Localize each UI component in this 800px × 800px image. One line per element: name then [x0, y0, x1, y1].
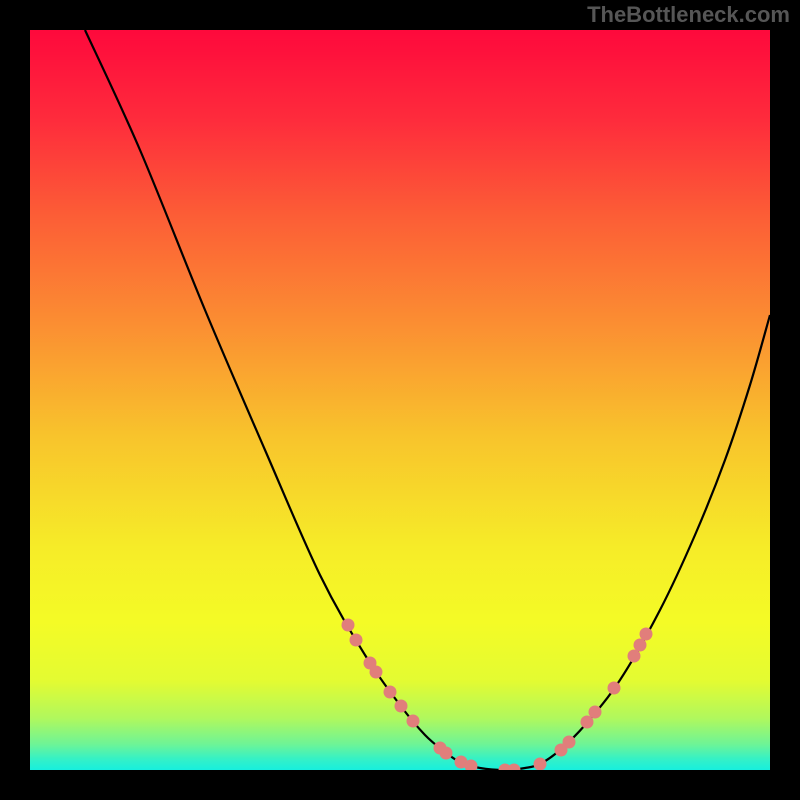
- data-dot: [407, 715, 420, 728]
- data-dot: [563, 736, 576, 749]
- plot-area: [30, 30, 770, 770]
- data-dot: [395, 700, 408, 713]
- data-dot: [640, 628, 653, 641]
- data-dot: [634, 639, 647, 652]
- data-dot: [350, 634, 363, 647]
- data-dot: [370, 666, 383, 679]
- watermark-text: TheBottleneck.com: [587, 2, 790, 28]
- data-dot: [508, 764, 521, 771]
- data-dot: [628, 650, 641, 663]
- data-dot: [534, 758, 547, 771]
- bottleneck-curve: [85, 30, 770, 770]
- data-dot: [384, 686, 397, 699]
- data-dot: [608, 682, 621, 695]
- curve-layer: [30, 30, 770, 770]
- data-dot: [589, 706, 602, 719]
- data-dot: [440, 747, 453, 760]
- chart-root: TheBottleneck.com: [0, 0, 800, 800]
- data-dot: [342, 619, 355, 632]
- dot-group: [342, 619, 653, 771]
